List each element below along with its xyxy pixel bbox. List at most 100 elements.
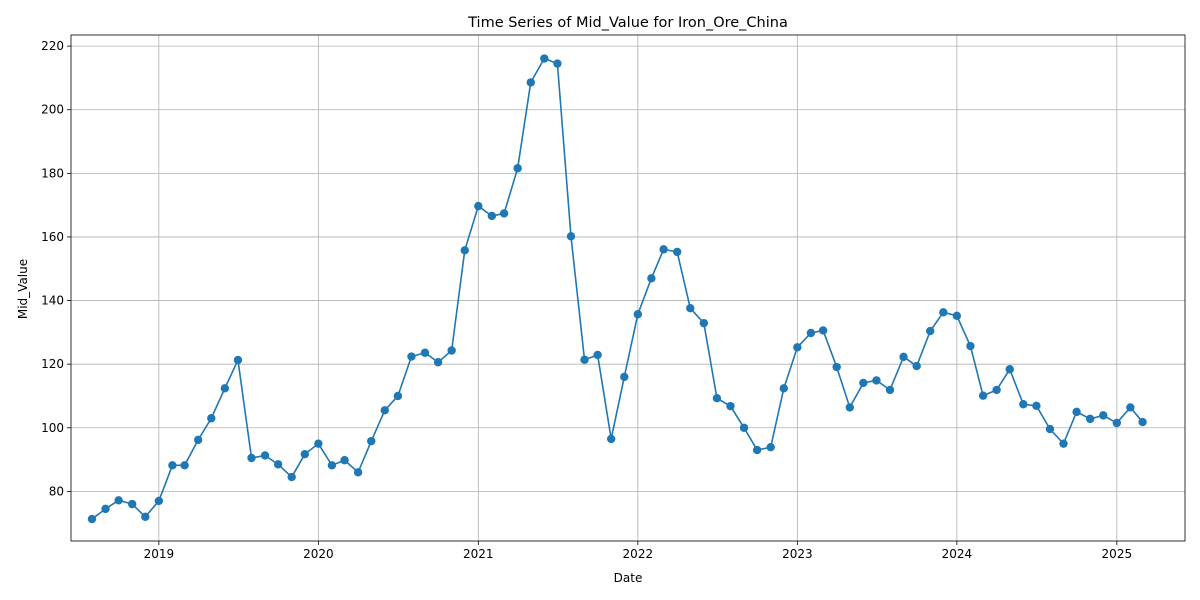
data-point (380, 406, 389, 415)
plot-frame (70, 34, 1186, 542)
data-point (978, 391, 988, 400)
data-point (260, 451, 270, 460)
y-tick-label: 160 (41, 230, 64, 244)
data-point (766, 442, 775, 452)
y-tick-label: 200 (41, 103, 64, 117)
data-point (220, 384, 230, 393)
y-axis-title: Mid_Value (16, 259, 30, 319)
data-point (818, 326, 828, 335)
data-point (712, 394, 722, 403)
data-point (327, 461, 337, 470)
data-point (752, 445, 762, 455)
data-point (447, 346, 456, 355)
data-point (912, 361, 921, 371)
data-point (859, 378, 868, 388)
data-point (207, 414, 216, 423)
data-point (659, 245, 668, 254)
data-point (1019, 400, 1028, 409)
data-point (460, 246, 469, 255)
x-tick-label: 2025 (1102, 547, 1133, 561)
data-point (1112, 418, 1122, 428)
data-point (1059, 439, 1068, 448)
data-point (127, 499, 137, 509)
data-point (114, 496, 123, 505)
data-point (540, 54, 549, 63)
data-point (845, 403, 854, 412)
grid-lines (71, 35, 1185, 541)
data-point (1005, 365, 1014, 374)
data-point (966, 341, 975, 351)
axis-ticks: 2019 2020 2021 2022 2023 2024 2025 80 100 120 140 1… (41, 39, 1132, 561)
data-point (1138, 417, 1147, 427)
data-point (580, 355, 589, 364)
data-point (686, 304, 695, 313)
data-point (899, 352, 908, 362)
data-point (233, 355, 243, 365)
data-point (407, 352, 416, 361)
y-tick-label: 220 (41, 39, 64, 53)
data-point (499, 209, 509, 218)
data-point (672, 247, 682, 257)
x-tick-label: 2022 (623, 547, 654, 561)
data-point (247, 453, 256, 463)
data-point (832, 362, 841, 372)
data-point (287, 472, 296, 482)
data-point (952, 311, 962, 321)
data-point (1085, 414, 1095, 424)
x-axis-title: Date (614, 571, 643, 585)
data-point (433, 358, 443, 367)
x-tick-label: 2023 (782, 547, 813, 561)
data-point (633, 310, 643, 319)
data-point (726, 401, 735, 411)
data-point (193, 435, 203, 445)
data-point (1126, 403, 1135, 412)
data-point (273, 460, 283, 469)
data-point (393, 391, 403, 401)
data-point (420, 348, 430, 357)
data-point (101, 504, 110, 514)
x-tick-label: 2020 (303, 547, 334, 561)
y-tick-label: 100 (41, 421, 64, 435)
data-point (526, 78, 535, 87)
data-point (566, 232, 576, 241)
y-tick-label: 140 (41, 294, 64, 308)
data-point (141, 512, 150, 522)
data-point (1099, 411, 1108, 420)
data-point (593, 350, 602, 360)
data-point (779, 384, 788, 393)
data-point (647, 274, 656, 283)
y-tick-label: 120 (41, 357, 64, 371)
data-point (300, 449, 310, 459)
data-point (340, 456, 349, 465)
data-point (939, 308, 948, 317)
data-point (474, 201, 483, 211)
data-point (487, 211, 497, 221)
data-point (739, 423, 749, 432)
data-point (367, 436, 376, 446)
x-tick-label: 2021 (463, 547, 494, 561)
data-point (154, 496, 164, 506)
data-point (872, 376, 881, 385)
data-point (180, 461, 189, 470)
data-point (87, 514, 97, 524)
data-point (314, 439, 323, 448)
data-point (513, 164, 522, 173)
data-point (168, 461, 177, 470)
data-point (793, 343, 802, 352)
data-point (1045, 424, 1055, 434)
chart-title: Time Series of Mid_Value for Iron_Ore_Ch… (467, 15, 788, 31)
data-point (926, 326, 935, 336)
data-point (1072, 407, 1081, 417)
x-tick-label: 2019 (144, 547, 175, 561)
series-group (87, 54, 1147, 524)
data-point (620, 372, 629, 382)
data-point (992, 385, 1001, 395)
data-point (806, 328, 816, 338)
x-tick-label: 2024 (942, 547, 973, 561)
y-tick-label: 80 (49, 484, 64, 498)
data-point (1032, 401, 1041, 411)
y-tick-label: 180 (41, 166, 64, 180)
data-point (885, 385, 895, 395)
